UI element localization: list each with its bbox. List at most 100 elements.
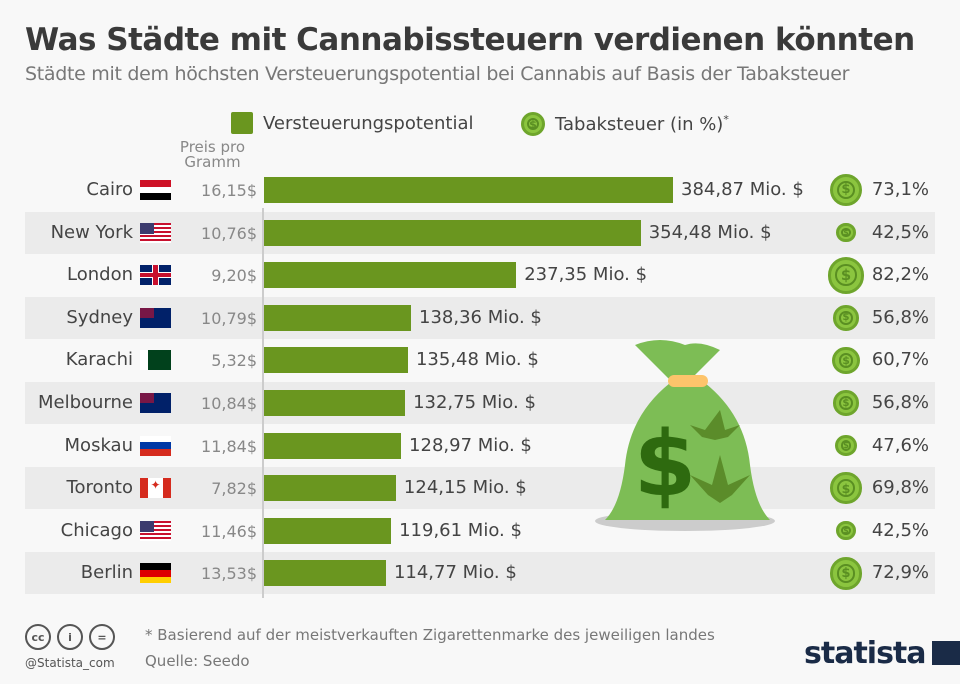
price-per-gram: 10,76$ [201, 223, 257, 243]
dollar-coin-icon: $ [830, 472, 862, 504]
source: Quelle: Seedo [145, 652, 250, 670]
bar [264, 390, 406, 416]
city-label: Melbourne [37, 392, 133, 413]
flag-australia-icon [140, 307, 171, 328]
bar-value-label: 124,15 Mio. $ [403, 477, 527, 499]
city-label: Toronto [66, 477, 133, 499]
tax-percent-label: 47,6% [871, 434, 929, 456]
city-label: Sydney [66, 306, 133, 328]
table-row: New York 10,76$ 354,48 Mio. $ $ 42,5% [25, 211, 935, 254]
tax-percent-label: 42,5% [871, 221, 929, 243]
legend-coin: $ Tabaksteuer (in %)* [521, 112, 729, 136]
dollar-coin-icon: $ [521, 112, 545, 136]
city-label: New York [50, 221, 133, 243]
city-label: Berlin [80, 562, 133, 584]
chart-title: Was Städte mit Cannabissteuern verdienen… [25, 22, 915, 58]
dollar-coin-icon: $ [833, 390, 859, 416]
flag-egypt-icon [140, 180, 171, 200]
bar [264, 432, 402, 459]
bar-value-label: 237,35 Mio. $ [524, 264, 648, 286]
flag-uk-icon [140, 265, 171, 286]
tax-percent-label: 42,5% [871, 519, 929, 541]
footnote: * Basierend auf der meistverkauften Ziga… [145, 626, 715, 644]
bar [264, 560, 386, 587]
bar [264, 177, 673, 203]
table-row: Cairo 16,15$ 384,87 Mio. $ $ 73,1% [25, 169, 935, 211]
dollar-coin-icon: $ [827, 256, 865, 294]
table-row: Sydney 10,79$ 138,36 Mio. $ $ 56,8% [25, 296, 935, 339]
bar-value-label: 132,75 Mio. $ [413, 392, 536, 413]
table-row: Toronto ✦ 7,82$ 124,15 Mio. $ $ 69,8% [25, 467, 935, 510]
table-row: Chicago 11,46$ 119,61 Mio. $ $ 42,5% [25, 510, 935, 552]
tax-percent-label: 56,8% [871, 306, 929, 328]
table-row: Berlin 13,53$ 114,77 Mio. $ $ 72,9% [25, 552, 935, 595]
price-per-gram: 13,53$ [201, 564, 257, 584]
city-label: Karachi [65, 349, 133, 371]
no-derivatives-icon: = [89, 624, 115, 650]
city-label: Moskau [64, 434, 133, 456]
statista-logo[interactable]: statista [804, 636, 960, 671]
bar [264, 475, 396, 502]
price-per-gram: 5,32$ [211, 351, 257, 371]
license-icons: cc i = [25, 624, 115, 650]
twitter-handle[interactable]: @Statista_com [25, 656, 115, 670]
svg-text:$: $ [634, 412, 697, 517]
tax-percent-label: 73,1% [871, 179, 929, 200]
flag-canada-icon: ✦ [140, 478, 171, 499]
bar [264, 347, 408, 374]
creative-commons-icon: cc [25, 624, 51, 650]
tax-percent-label: 72,9% [871, 562, 929, 584]
bar [264, 219, 641, 246]
axis-line [262, 208, 264, 598]
dollar-coin-icon: $ [836, 521, 856, 541]
bar-value-label: 135,48 Mio. $ [415, 349, 539, 371]
dollar-coin-icon: $ [836, 223, 856, 243]
footnote-mark: * [723, 113, 729, 126]
tax-percent-label: 56,8% [871, 392, 929, 413]
price-per-gram: 16,15$ [201, 181, 257, 200]
price-per-gram: 10,84$ [201, 394, 257, 413]
bar [264, 262, 517, 289]
bar-value-label: 128,97 Mio. $ [409, 434, 532, 456]
tax-percent-label: 60,7% [871, 349, 929, 371]
attribution-icon: i [57, 624, 83, 650]
bar-value-label: 138,36 Mio. $ [419, 306, 542, 328]
legend-bar-swatch [231, 112, 253, 134]
price-per-gram: 11,46$ [201, 521, 257, 541]
table-row: London 9,20$ 237,35 Mio. $ $ 82,2% [25, 254, 935, 296]
tax-percent-label: 69,8% [871, 477, 929, 499]
dollar-coin-icon: $ [829, 173, 863, 207]
table-row: Melbourne 10,84$ 132,75 Mio. $ $ 56,8% [25, 382, 935, 424]
city-label: Cairo [86, 179, 133, 200]
bar-value-label: 384,87 Mio. $ [681, 179, 804, 200]
table-row: Karachi 5,32$ 135,48 Mio. $ $ 60,7% [25, 339, 935, 381]
city-label: Chicago [60, 519, 133, 541]
flag-usa-icon [140, 222, 171, 243]
dollar-coin-icon: $ [832, 346, 860, 375]
dollar-coin-icon: $ [829, 556, 863, 590]
bar-value-label: 114,77 Mio. $ [393, 562, 517, 584]
legend-bar: Versteuerungspotential [231, 112, 473, 134]
chart-subtitle: Städte mit dem höchsten Versteuerungspot… [25, 63, 850, 85]
tax-percent-label: 82,2% [871, 264, 929, 286]
dollar-coin-icon: $ [835, 434, 857, 457]
bar [264, 517, 392, 544]
money-bag-icon: $ [595, 340, 775, 531]
bar [264, 304, 412, 331]
bar-value-label: 354,48 Mio. $ [648, 221, 772, 243]
price-per-gram: 9,20$ [211, 266, 257, 286]
flag-usa-icon [140, 520, 171, 541]
price-header: Preis pro Gramm [179, 138, 246, 171]
table-row: Moskau 11,84$ 128,97 Mio. $ $ 47,6% [25, 425, 935, 467]
legend-coin-label: Tabaksteuer (in %) [555, 114, 724, 135]
legend-bar-label: Versteuerungspotential [263, 112, 474, 134]
price-per-gram: 11,84$ [201, 436, 257, 456]
price-per-gram: 7,82$ [211, 479, 257, 499]
flag-australia-icon [140, 393, 171, 413]
city-label: London [67, 264, 133, 286]
price-per-gram: 10,79$ [201, 308, 257, 328]
flag-russia-icon [140, 435, 171, 456]
dollar-coin-icon: $ [833, 305, 859, 331]
bar-value-label: 119,61 Mio. $ [399, 519, 522, 541]
